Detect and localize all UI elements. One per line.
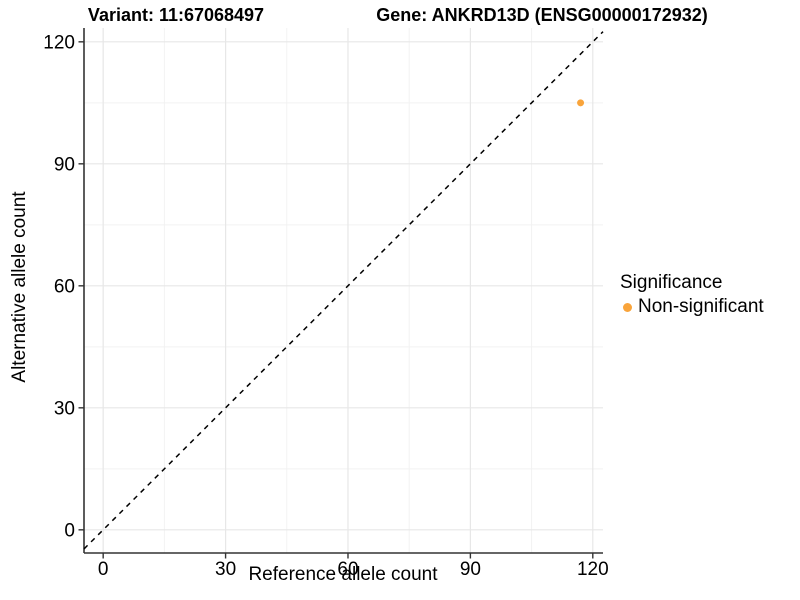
identity-reference-line xyxy=(83,31,604,550)
y-tick-label: 0 xyxy=(64,520,75,541)
y-tick-label: 60 xyxy=(54,276,75,297)
circle-marker-icon xyxy=(623,303,632,312)
data-point xyxy=(577,99,585,107)
variant-title: Variant: 11:67068497 xyxy=(87,5,265,25)
x-axis-label: Reference allele count xyxy=(248,564,438,585)
x-tick-label: 30 xyxy=(215,559,236,580)
x-tick-label: 60 xyxy=(337,559,358,580)
x-tick-label: 120 xyxy=(577,559,609,580)
y-tick-label: 90 xyxy=(54,154,75,175)
y-tick-label: 120 xyxy=(43,32,75,53)
legend-item-non-significant: Non-significant xyxy=(620,296,764,318)
y-tick-label: 30 xyxy=(54,398,75,419)
gene-title: Gene: ANKRD13D (ENSG00000172932) xyxy=(376,5,708,25)
legend-item-label: Non-significant xyxy=(638,296,764,317)
legend-title: Significance xyxy=(620,272,723,293)
x-tick-label: 90 xyxy=(460,559,481,580)
x-tick-label: 0 xyxy=(98,559,109,580)
y-axis-label: Alternative allele count xyxy=(9,191,30,383)
legend: Significance Non-significant xyxy=(620,272,764,318)
